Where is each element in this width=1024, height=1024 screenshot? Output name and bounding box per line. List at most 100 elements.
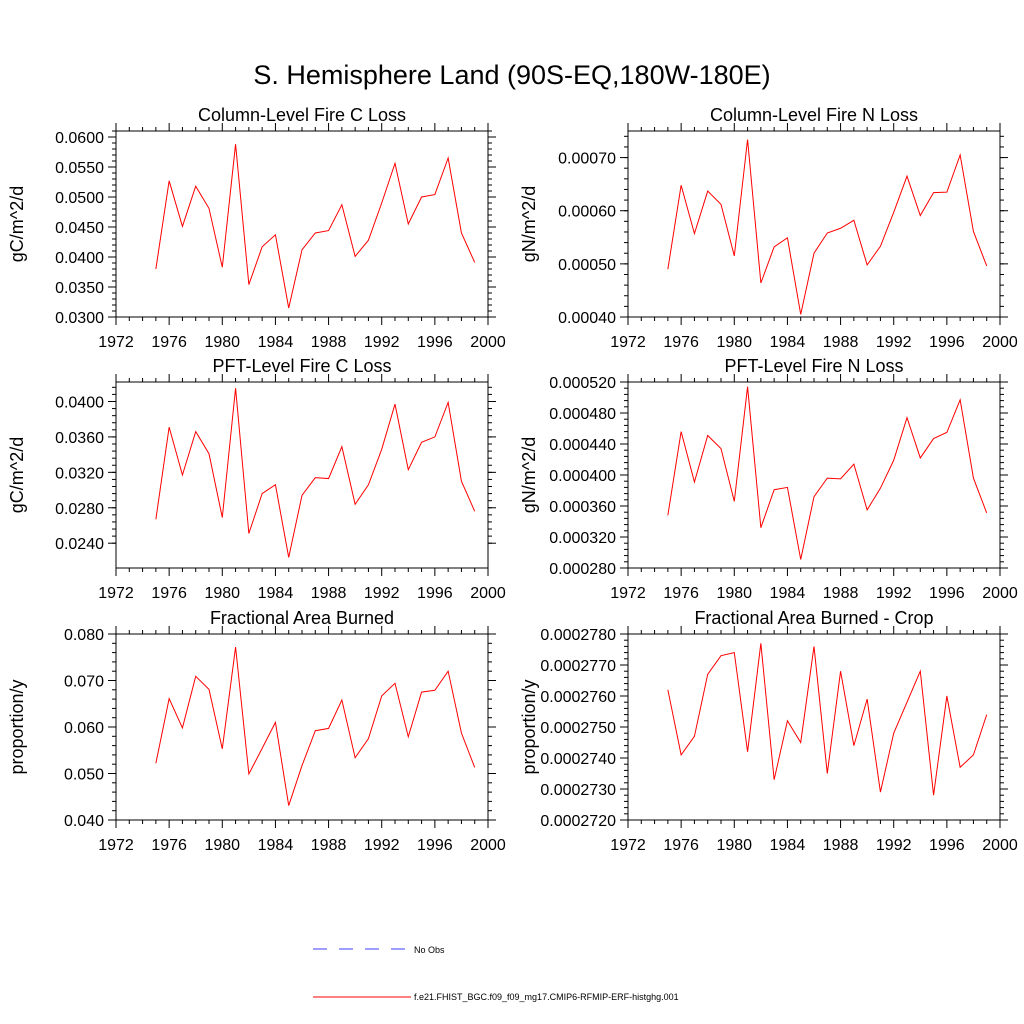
y-axis-label: gN/m^2/d (519, 186, 539, 262)
x-tick-label: 1972 (610, 837, 646, 854)
x-tick-label: 1976 (151, 585, 187, 602)
panel-title: Column-Level Fire N Loss (710, 105, 918, 125)
x-tick-label: 1992 (876, 585, 912, 602)
panels: 1972 1976 1980 1984 1988 1992 1996 2000 0.0300 0.… (7, 105, 1018, 854)
y-tick-label: 0.000360 (549, 499, 616, 516)
x-tick-label: 1976 (151, 837, 187, 854)
chart-panel-5: 1972 1976 1980 1984 1988 1992 1996 2000 0.040 0.0… (7, 608, 506, 854)
x-tick-label: 1988 (311, 837, 347, 854)
y-tick-label: 0.0280 (55, 501, 104, 518)
y-tick-label: 0.050 (64, 767, 104, 784)
x-tick-label: 1996 (417, 585, 453, 602)
y-tick-label: 0.0320 (55, 465, 104, 482)
x-tick-label: 1976 (151, 334, 187, 351)
y-tick-label: 0.00060 (558, 204, 616, 221)
y-tick-label: 0.0002750 (540, 720, 616, 737)
x-tick-label: 1976 (663, 837, 699, 854)
y-tick-label: 0.0002770 (540, 658, 616, 675)
chart-panel-2: 1972 1976 1980 1984 1988 1992 1996 2000 0.00040 0… (519, 105, 1018, 351)
panel-title: PFT-Level Fire N Loss (724, 356, 903, 376)
x-tick-label: 1992 (876, 334, 912, 351)
x-tick-label: 1996 (417, 837, 453, 854)
plot-frame (627, 633, 1001, 821)
y-axis-label: proportion/y (7, 679, 27, 774)
y-tick-label: 0.000440 (549, 437, 616, 454)
legend-model-label: f.e21.FHIST_BGC.f09_f09_mg17.CMIP6-RFMIP… (414, 992, 679, 1002)
x-tick-label: 1972 (610, 334, 646, 351)
y-tick-label: 0.0450 (55, 220, 104, 237)
x-tick-label: 2000 (982, 585, 1018, 602)
x-tick-label: 1976 (663, 334, 699, 351)
y-tick-label: 0.0002760 (540, 689, 616, 706)
y-tick-label: 0.00050 (558, 257, 616, 274)
y-tick-label: 0.000520 (549, 375, 616, 392)
x-tick-label: 1984 (770, 837, 806, 854)
legend: No Obs f.e21.FHIST_BGC.f09_f09_mg17.CMIP… (313, 945, 679, 1002)
x-tick-label: 1996 (929, 334, 965, 351)
x-tick-label: 1996 (929, 837, 965, 854)
y-tick-label: 0.000480 (549, 406, 616, 423)
y-axis-label: gC/m^2/d (7, 186, 27, 262)
x-tick-label: 1988 (823, 334, 859, 351)
y-tick-label: 0.0240 (55, 536, 104, 553)
x-tick-label: 1980 (716, 334, 752, 351)
y-tick-label: 0.0400 (55, 250, 104, 267)
y-tick-label: 0.0500 (55, 190, 104, 207)
figure-title: S. Hemisphere Land (90S-EQ,180W-180E) (253, 60, 770, 90)
x-tick-label: 1984 (258, 585, 294, 602)
x-tick-label: 1972 (98, 837, 134, 854)
y-tick-label: 0.0002740 (540, 751, 616, 768)
y-tick-label: 0.000400 (549, 468, 616, 485)
y-tick-label: 0.0002730 (540, 782, 616, 799)
series-line (155, 646, 476, 806)
y-axis-label: gN/m^2/d (519, 437, 539, 513)
x-tick-label: 1976 (663, 585, 699, 602)
x-tick-label: 1984 (258, 837, 294, 854)
plot-frame (627, 381, 1001, 569)
x-tick-label: 1996 (417, 334, 453, 351)
y-tick-label: 0.00070 (558, 151, 616, 168)
y-tick-label: 0.080 (64, 627, 104, 644)
series-line (667, 386, 988, 560)
chart-panel-3: 1972 1976 1980 1984 1988 1992 1996 2000 0.0240 0.… (7, 356, 506, 602)
chart-panel-1: 1972 1976 1980 1984 1988 1992 1996 2000 0.0300 0.… (7, 105, 506, 351)
x-tick-label: 1980 (204, 334, 240, 351)
series-line (667, 139, 988, 315)
x-tick-label: 1984 (258, 334, 294, 351)
y-tick-label: 0.0002720 (540, 813, 616, 830)
x-tick-label: 2000 (470, 837, 506, 854)
panel-title: Column-Level Fire C Loss (198, 105, 406, 125)
y-axis-label: proportion/y (519, 679, 539, 774)
x-tick-label: 1980 (204, 837, 240, 854)
panel-title: Fractional Area Burned - Crop (694, 608, 933, 628)
y-tick-label: 0.00040 (558, 310, 616, 327)
y-tick-label: 0.0350 (55, 280, 104, 297)
panel-title: Fractional Area Burned (210, 608, 394, 628)
x-tick-label: 1972 (98, 585, 134, 602)
x-tick-label: 1972 (610, 585, 646, 602)
x-tick-label: 1980 (204, 585, 240, 602)
x-tick-label: 1984 (770, 585, 806, 602)
x-tick-label: 1996 (929, 585, 965, 602)
series-line (155, 388, 476, 558)
x-tick-label: 2000 (982, 334, 1018, 351)
plot-frame (115, 130, 489, 318)
y-tick-label: 0.0600 (55, 130, 104, 147)
series-line (155, 144, 476, 309)
y-tick-label: 0.0400 (55, 394, 104, 411)
y-tick-label: 0.070 (64, 674, 104, 691)
panel-title: PFT-Level Fire C Loss (212, 356, 391, 376)
y-axis-label: gC/m^2/d (7, 437, 27, 513)
x-tick-label: 1980 (716, 837, 752, 854)
x-tick-label: 1988 (823, 585, 859, 602)
series-line (667, 643, 988, 796)
plot-frame (115, 381, 489, 569)
x-tick-label: 1980 (716, 585, 752, 602)
x-tick-label: 2000 (470, 334, 506, 351)
y-tick-label: 0.000320 (549, 530, 616, 547)
plot-frame (627, 130, 1001, 318)
chart-panel-4: 1972 1976 1980 1984 1988 1992 1996 2000 0.000280… (519, 356, 1018, 602)
x-tick-label: 1992 (364, 837, 400, 854)
x-tick-label: 1972 (98, 334, 134, 351)
x-tick-label: 1988 (823, 837, 859, 854)
